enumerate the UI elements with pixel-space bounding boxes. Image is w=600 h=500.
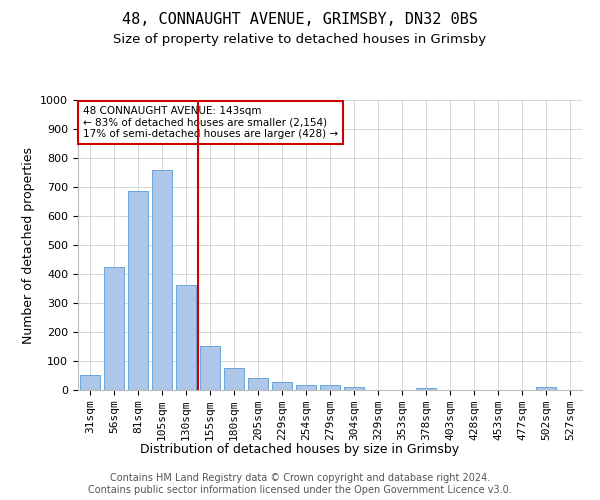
Bar xyxy=(224,368,244,390)
Bar xyxy=(200,346,220,390)
Text: 48, CONNAUGHT AVENUE, GRIMSBY, DN32 0BS: 48, CONNAUGHT AVENUE, GRIMSBY, DN32 0BS xyxy=(122,12,478,28)
Bar xyxy=(320,385,340,390)
Bar xyxy=(536,387,556,390)
Bar xyxy=(416,388,436,390)
Text: Distribution of detached houses by size in Grimsby: Distribution of detached houses by size … xyxy=(140,442,460,456)
Y-axis label: Number of detached properties: Number of detached properties xyxy=(22,146,35,344)
Bar xyxy=(296,385,316,390)
Bar xyxy=(80,375,100,390)
Text: Contains HM Land Registry data © Crown copyright and database right 2024.
Contai: Contains HM Land Registry data © Crown c… xyxy=(88,474,512,495)
Bar xyxy=(152,170,172,390)
Bar xyxy=(272,382,292,390)
Bar xyxy=(344,387,364,390)
Bar xyxy=(128,191,148,390)
Bar xyxy=(104,267,124,390)
Text: 48 CONNAUGHT AVENUE: 143sqm
← 83% of detached houses are smaller (2,154)
17% of : 48 CONNAUGHT AVENUE: 143sqm ← 83% of det… xyxy=(83,106,338,139)
Bar xyxy=(176,285,196,390)
Bar xyxy=(248,378,268,390)
Text: Size of property relative to detached houses in Grimsby: Size of property relative to detached ho… xyxy=(113,32,487,46)
